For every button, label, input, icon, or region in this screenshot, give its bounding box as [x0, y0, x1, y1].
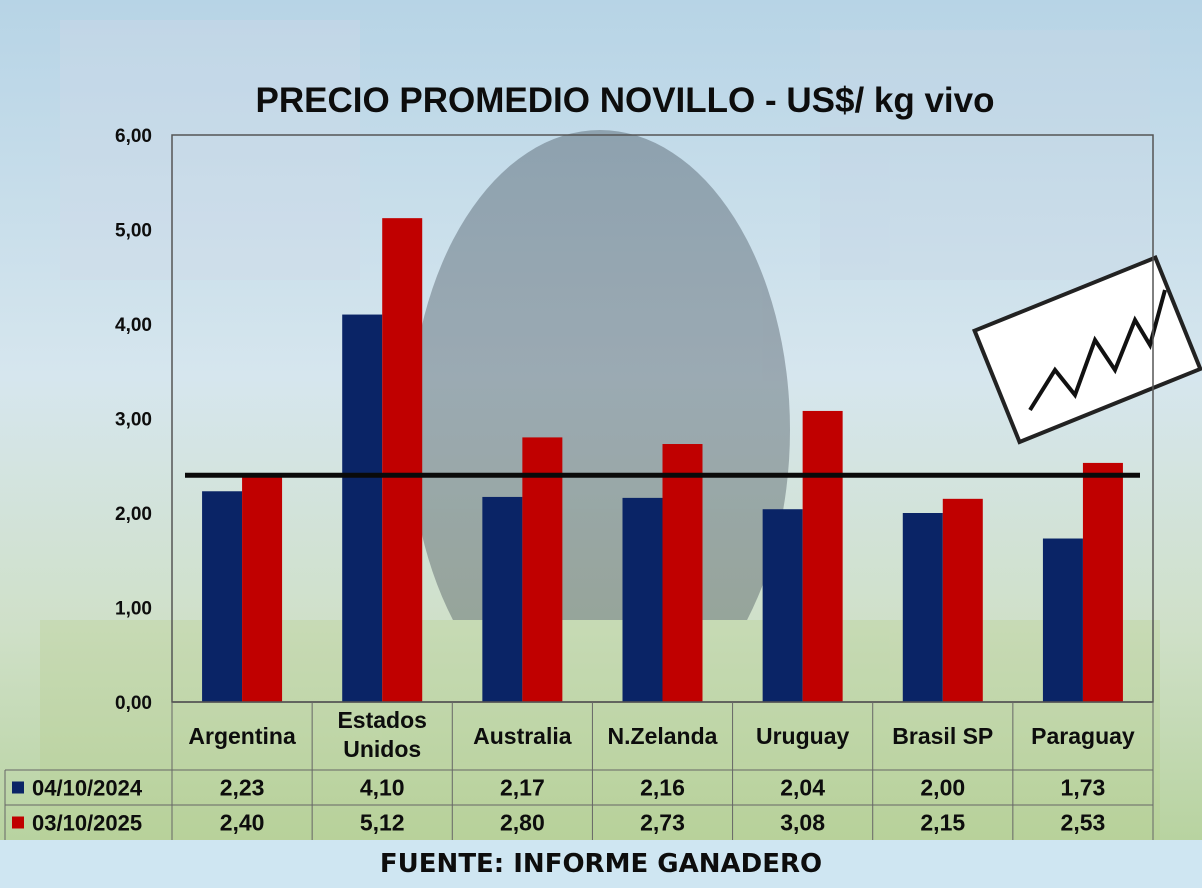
y-tick-label: 3,00	[115, 410, 152, 431]
bar-series-2025	[522, 437, 563, 702]
data-label: 2,15	[920, 810, 965, 836]
bar-series-2025	[1082, 462, 1123, 702]
data-label: 2,04	[780, 775, 825, 801]
bar-series-2024	[622, 497, 663, 702]
bar-series-2024	[1042, 538, 1083, 702]
data-label: 2,23	[220, 775, 265, 801]
y-tick-label: 5,00	[115, 221, 152, 242]
chart-title: PRECIO PROMEDIO NOVILLO - US$/ kg vivo	[256, 81, 995, 120]
legend-key	[12, 816, 24, 829]
bar-series-2025	[942, 498, 983, 702]
x-category-label: N.Zelanda	[608, 723, 718, 749]
y-tick-label: 2,00	[115, 504, 152, 525]
x-category-label: Argentina	[188, 723, 296, 749]
bar-series-2025	[242, 475, 283, 702]
bar-series-2025	[802, 410, 843, 702]
data-label: 2,16	[640, 775, 685, 801]
data-label: 4,10	[360, 775, 405, 801]
bar-series-2024	[762, 509, 803, 702]
data-label: 1,73	[1061, 775, 1106, 801]
bar-series-2024	[342, 314, 383, 702]
data-label: 2,40	[220, 810, 265, 836]
bar-series-2024	[202, 491, 243, 702]
y-tick-label: 1,00	[115, 599, 152, 620]
x-category-label: Unidos	[343, 736, 421, 762]
y-tick-label: 0,00	[115, 693, 152, 714]
data-label: 2,73	[640, 810, 685, 836]
legend-label: 03/10/2025	[32, 811, 142, 836]
legend-label: 04/10/2024	[32, 776, 143, 801]
data-label: 5,12	[360, 810, 405, 836]
x-category-label: Paraguay	[1031, 723, 1135, 749]
x-category-label: Uruguay	[756, 723, 850, 749]
background-image	[0, 0, 1202, 840]
y-axis: 0,00 1,00 2,00 3,00 4,00 5,00 6,00	[115, 126, 152, 714]
data-label: 3,08	[780, 810, 825, 836]
bars	[202, 218, 1123, 702]
data-label: 2,80	[500, 810, 545, 836]
x-category-label: Australia	[473, 723, 572, 749]
y-tick-label: 6,00	[115, 126, 152, 147]
legend-key	[12, 781, 24, 794]
bar-series-2024	[902, 513, 943, 702]
y-tick-label: 4,00	[115, 315, 152, 336]
data-table: Argentina Estados Unidos Australia N.Zelanda…	[4, 701, 1154, 840]
bar-series-2025	[662, 444, 703, 702]
badge-logo	[971, 255, 1202, 445]
x-category-label: Brasil SP	[892, 723, 993, 749]
data-label: 2,17	[500, 775, 545, 801]
bar-series-2024	[482, 496, 523, 702]
bar-chart: PRECIO PROMEDIO NOVILLO - US$/ kg vivo 0…	[4, 20, 1202, 840]
bar-series-2025	[382, 218, 423, 702]
data-label: 2,53	[1061, 810, 1106, 836]
background-decoration	[40, 20, 1160, 840]
x-category-label: Estados	[337, 707, 426, 733]
source-footer: FUENTE: INFORME GANADERO	[0, 840, 1202, 888]
data-label: 2,00	[920, 775, 965, 801]
